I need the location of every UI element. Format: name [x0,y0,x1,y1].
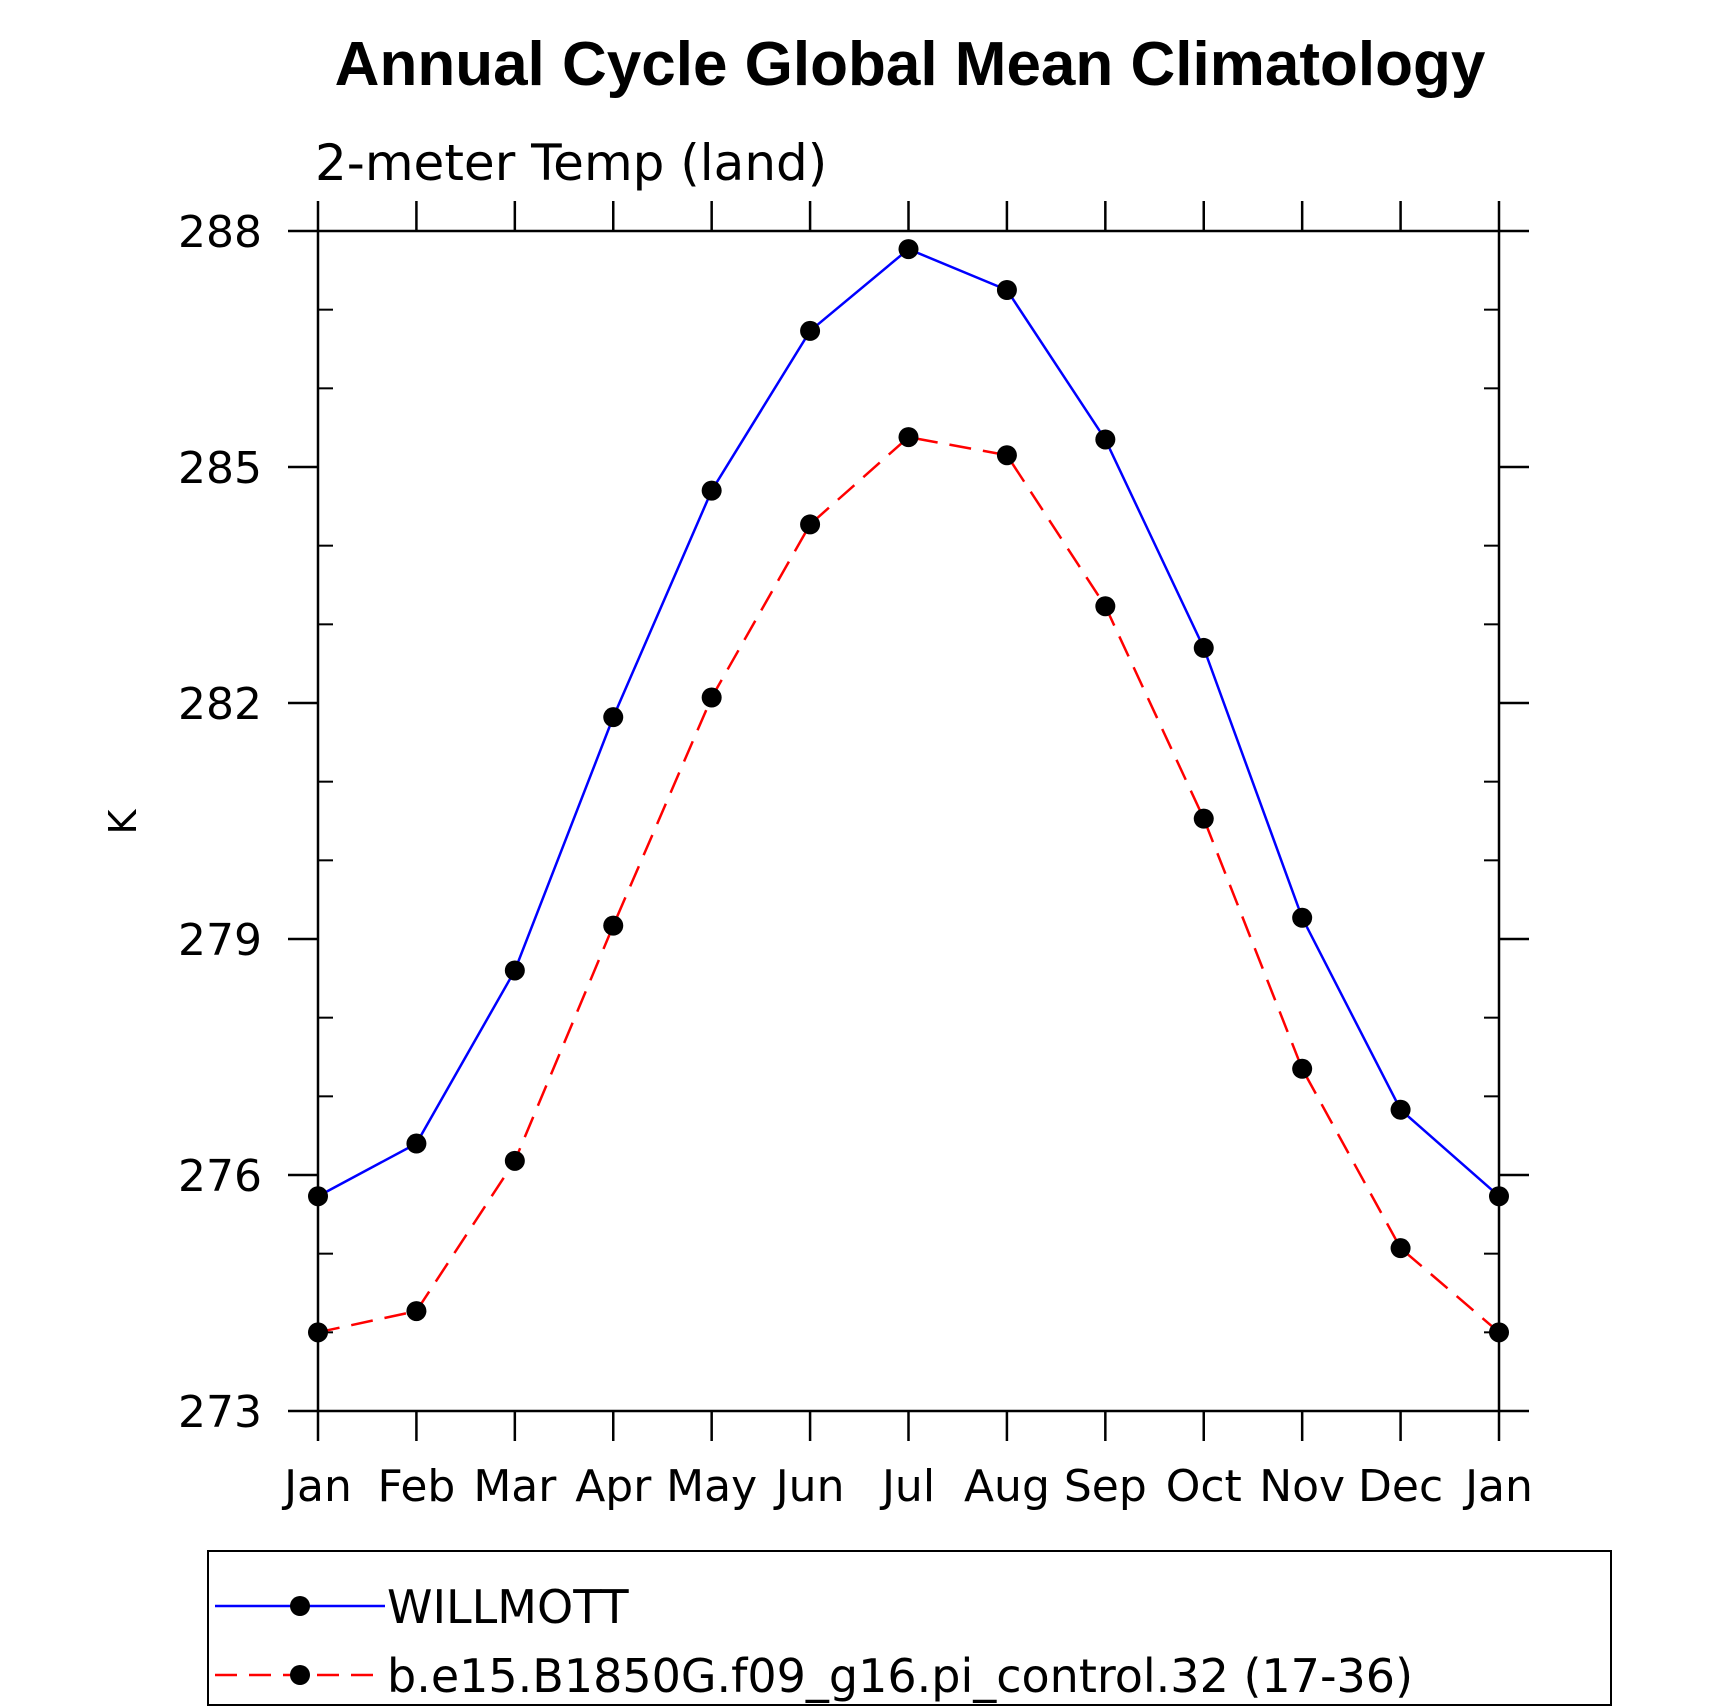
x-tick-label: Nov [1259,1461,1345,1512]
series-line-2 [317,435,1500,1334]
legend-marker-1 [290,1596,310,1616]
legend: WILLMOTT b.e15.B1850G.f09_g16.pi_control.… [207,1550,1612,1706]
data-point [603,707,624,728]
series-group [308,239,1509,1343]
x-tick-label: Feb [377,1461,455,1512]
x-tick-label: Dec [1358,1461,1443,1512]
y-tick-labels: 273 276 279 282 285 288 [178,207,262,1438]
data-point [1292,907,1313,928]
data-point [701,687,722,708]
legend-label-1: WILLMOTT [387,1580,629,1634]
data-point [1489,1322,1509,1343]
data-point [1390,1238,1411,1259]
data-point [603,915,624,936]
data-point [1095,429,1116,450]
data-point [800,514,821,535]
data-point [308,1322,328,1343]
y-tick-label: 282 [178,679,262,730]
data-point [406,1133,427,1154]
x-tick-label: Jan [1462,1461,1533,1512]
legend-marker-2 [290,1665,310,1685]
x-tick-label: Sep [1064,1461,1147,1512]
data-point [996,280,1017,300]
y-tick-label: 276 [178,1151,262,1202]
y-tick-label: 273 [178,1387,262,1438]
data-point [898,427,919,448]
data-point [504,1150,525,1171]
data-point [1489,1186,1509,1207]
data-point [898,239,919,260]
data-point [1390,1099,1411,1120]
legend-items: WILLMOTT b.e15.B1850G.f09_g16.pi_control.… [215,1580,1413,1703]
data-point [308,1186,328,1207]
axis-ticks [288,201,1529,1441]
data-point [504,960,525,981]
x-tick-label: Apr [575,1461,652,1512]
series-line-1 [317,247,1500,1198]
data-point [996,445,1017,466]
y-tick-label: 279 [178,915,262,966]
data-point [406,1301,427,1322]
chart-subtitle: 2-meter Temp (land) [315,134,827,192]
data-point [1193,808,1214,829]
y-tick-label: 288 [178,207,262,258]
data-point [800,320,821,341]
data-point [1095,596,1116,617]
data-point [1292,1058,1313,1079]
data-point [1193,637,1214,658]
x-tick-label: Aug [964,1461,1050,1512]
x-tick-label: Jun [773,1461,845,1512]
chart-title: Annual Cycle Global Mean Climatology [335,30,1486,99]
legend-box [207,1550,1612,1706]
x-tick-label: Oct [1166,1461,1242,1512]
plot-frame [316,229,1501,1413]
x-tick-labels: Jan Feb Mar Apr May Jun Jul Aug Sep Oct Nov Dec Jan [281,1461,1533,1512]
x-tick-label: Jan [281,1461,352,1512]
y-tick-label: 285 [178,443,262,494]
y-axis-label: K [101,808,145,834]
legend-label-2: b.e15.B1850G.f09_g16.pi_control.32 (17-3… [387,1649,1413,1703]
x-tick-label: May [666,1461,757,1512]
x-tick-label: Mar [473,1461,557,1512]
x-tick-label: Jul [879,1461,935,1512]
data-point [701,480,722,501]
